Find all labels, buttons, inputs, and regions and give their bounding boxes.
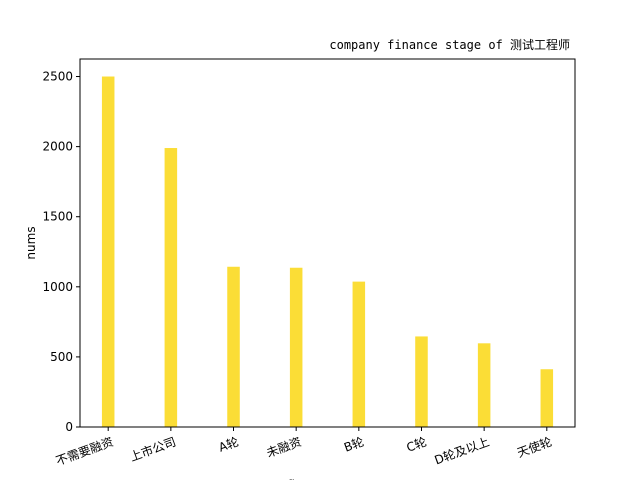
chart-title: company finance stage of 测试工程师 [329,37,570,52]
x-tick-label: A轮 [217,435,241,455]
y-tick-label: 2500 [42,70,73,84]
y-tick-label: 1000 [42,280,73,294]
y-tick-label: 1500 [42,210,73,224]
x-tick-label: C轮 [405,435,429,455]
x-tick-label: 不需要融资 [54,435,115,469]
y-tick-label: 0 [65,420,73,434]
bar [101,76,115,428]
bar [415,336,428,427]
x-tick-label: 天使轮 [515,434,554,460]
x-tick-label: 未融资 [265,435,304,460]
bar [227,266,240,427]
plot-frame [79,58,576,428]
y-tick-label: 500 [50,350,73,364]
bar [352,281,366,427]
x-tick-label: B轮 [342,435,366,455]
y-tick-label: 2000 [42,140,73,154]
y-axis-label: nums [24,226,38,259]
x-tick-label: 上市公司 [128,434,178,465]
bar [477,343,491,427]
bar [289,267,303,427]
x-axis-label: finance stage [287,478,368,480]
x-tick-label: D轮及以上 [433,435,492,468]
bar [540,369,554,427]
bar [164,148,178,428]
